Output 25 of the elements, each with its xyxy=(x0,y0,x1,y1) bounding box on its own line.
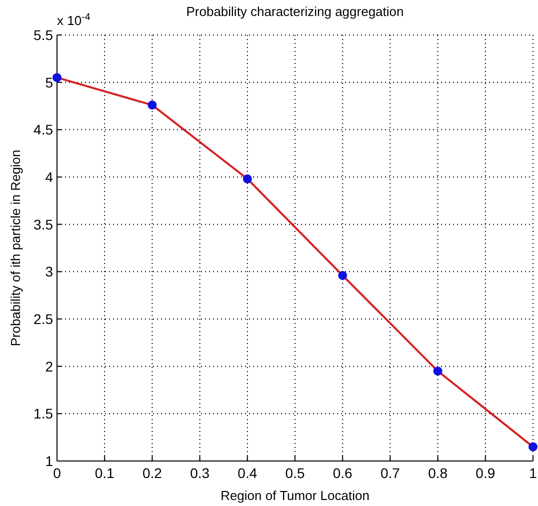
x-tick-label: 0.5 xyxy=(285,465,305,481)
y-tick-label: 1 xyxy=(45,453,54,469)
y-tick-label: 3 xyxy=(45,264,54,280)
x-axis-title: Region of Tumor Location xyxy=(220,488,370,503)
text: x 10$^{-4}$ xyxy=(57,12,91,28)
y-tick-label: 3.5 xyxy=(34,216,54,232)
y-tick-label: 5 xyxy=(45,74,54,90)
y-axis-title: Probability of ith particle in Region xyxy=(8,150,23,346)
x-tick-label: 0.1 xyxy=(94,465,115,481)
y-tick-label: 5.5 xyxy=(34,27,54,43)
y-tick-label: 4 xyxy=(45,169,54,185)
x-tick-label: 1 xyxy=(529,465,538,481)
y-tick-label: 4.5 xyxy=(34,122,54,138)
x-tick-label: 0 xyxy=(53,465,62,481)
x-tick-label: 0.7 xyxy=(380,465,400,481)
y-tick-label: 2.5 xyxy=(34,311,54,327)
x-tick-label: 0.2 xyxy=(142,465,162,481)
y-tick-label: 1.5 xyxy=(34,406,54,422)
y-tick-label: 2 xyxy=(45,358,54,374)
chart-title: Probability characterizing aggregation xyxy=(186,4,404,19)
x-tick-label: 0.4 xyxy=(238,465,258,481)
x-tick-label: 0.6 xyxy=(332,465,353,481)
x-tick-label: 0.8 xyxy=(428,465,448,481)
x-tick-label: 0.9 xyxy=(476,465,496,481)
x-tick-label: 0.3 xyxy=(190,465,210,481)
